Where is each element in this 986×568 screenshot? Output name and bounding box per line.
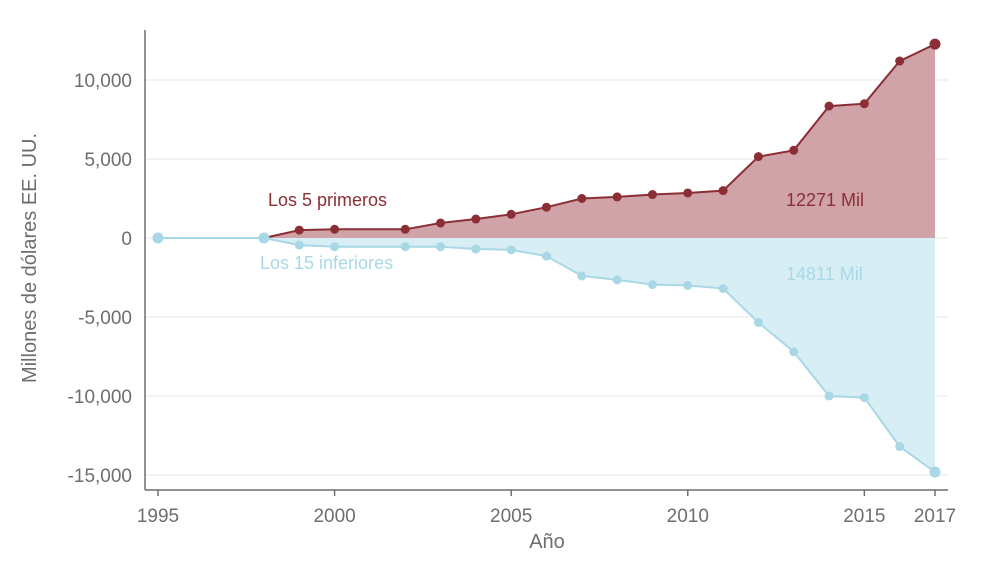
- data-point: [258, 232, 270, 244]
- x-tick-label: 1995: [137, 506, 179, 527]
- y-tick-label: -10,000: [68, 387, 132, 408]
- x-tick-label: 2017: [914, 506, 956, 527]
- data-point: [824, 101, 834, 111]
- data-point: [542, 202, 551, 212]
- data-point: [789, 347, 799, 357]
- data-point: [471, 244, 481, 254]
- y-tick-label: 10,000: [74, 71, 132, 92]
- x-tick-label: 2015: [843, 506, 885, 527]
- data-point: [683, 188, 693, 198]
- data-point: [400, 242, 410, 252]
- data-point: [294, 240, 304, 250]
- data-point: [789, 145, 799, 155]
- data-point: [718, 284, 728, 294]
- x-tick-label: 2005: [490, 506, 532, 527]
- y-axis-title: Millones de dólares EE. UU.: [19, 133, 41, 383]
- data-point: [718, 186, 728, 196]
- data-point: [330, 242, 340, 252]
- data-point: [400, 224, 410, 234]
- data-point: [859, 99, 869, 109]
- data-point: [330, 224, 340, 234]
- series-area: [158, 238, 935, 473]
- data-point: [753, 152, 763, 162]
- x-axis-title: Año: [529, 531, 565, 553]
- chart-points: [152, 38, 941, 478]
- data-point: [753, 318, 763, 328]
- chart-axes: [144, 30, 948, 496]
- x-tick-label: 2010: [667, 506, 709, 527]
- data-point: [859, 393, 869, 403]
- data-point: [506, 245, 516, 255]
- data-point: [929, 466, 941, 478]
- annotation-top5-total: 12271 Mil: [786, 190, 864, 210]
- y-tick-label: -15,000: [68, 466, 132, 487]
- data-point: [929, 38, 941, 50]
- data-point: [647, 190, 657, 200]
- y-tick-label: 5,000: [84, 150, 132, 171]
- annotation-top5-label: Los 5 primeros: [268, 190, 387, 210]
- data-point: [683, 280, 693, 290]
- series-line: [158, 237, 936, 473]
- x-tick-label: 2000: [313, 506, 355, 527]
- data-point: [895, 442, 905, 452]
- series-area: [263, 44, 935, 239]
- data-point: [506, 209, 516, 219]
- data-point: [577, 271, 587, 281]
- data-point: [824, 391, 834, 401]
- data-point: [436, 242, 446, 252]
- y-tick-label: 0: [121, 229, 132, 250]
- data-point: [577, 194, 587, 203]
- annotation-bottom15-label: Los 15 inferiores: [260, 253, 393, 273]
- data-point: [152, 232, 164, 244]
- data-point: [612, 192, 622, 202]
- data-point: [436, 218, 446, 228]
- data-point: [647, 280, 657, 290]
- data-point: [895, 56, 905, 66]
- data-point: [612, 275, 622, 285]
- y-tick-label: -5,000: [78, 308, 132, 329]
- annotation-bottom15-total: 14811 Mil: [786, 264, 863, 284]
- data-point: [542, 251, 551, 261]
- data-point: [294, 225, 304, 235]
- data-point: [471, 214, 481, 224]
